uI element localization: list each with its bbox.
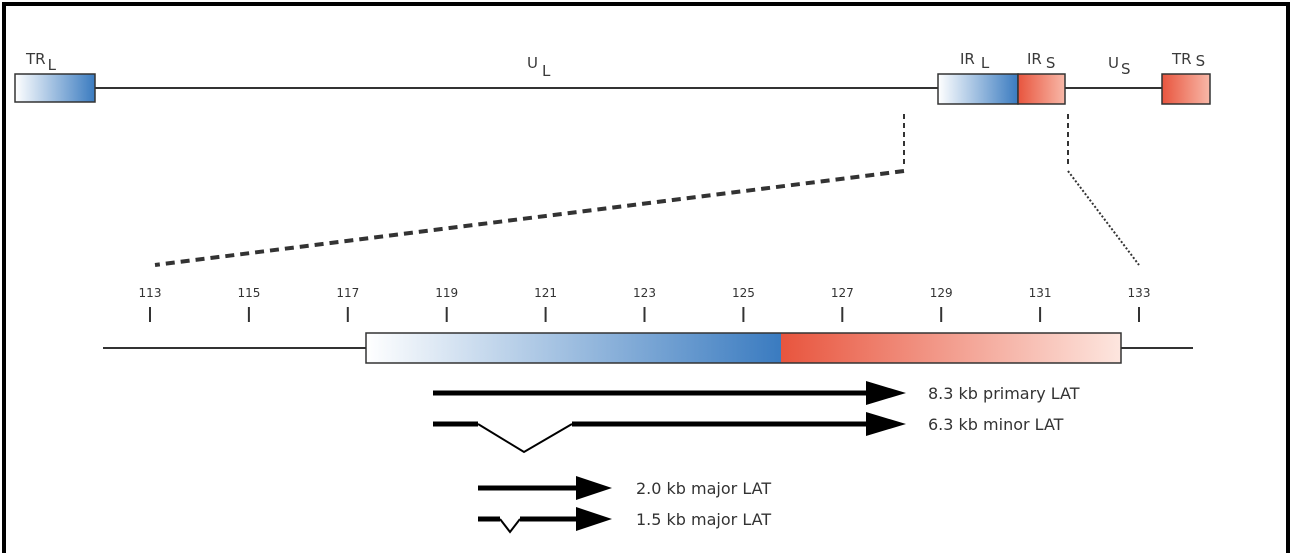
zoom-left-line	[154, 169, 905, 267]
transcript-label-major-2kb: 2.0 kb major LAT	[636, 479, 771, 498]
tick-label-117: 117	[336, 286, 359, 300]
segment-label-trl: TR L	[25, 50, 57, 74]
transcript-intron-major-1-5kb	[499, 518, 521, 534]
expanded-irs-box	[781, 333, 1121, 363]
expanded-irl-box	[366, 333, 781, 363]
tick-label-133: 133	[1128, 286, 1151, 300]
transcript-arrowhead-minor	[866, 412, 906, 436]
tick-label-129: 129	[930, 286, 953, 300]
transcript-arrowhead-major-2kb	[576, 476, 612, 500]
tick-label-125: 125	[732, 286, 755, 300]
transcript-label-primary: 8.3 kb primary LAT	[928, 384, 1080, 403]
transcripts: 8.3 kb primary LAT 6.3 kb minor LAT 2.0 …	[433, 381, 1080, 534]
tick-label-115: 115	[237, 286, 260, 300]
segment-label-irl: IR L	[960, 50, 990, 72]
transcript-label-major-1-5kb: 1.5 kb major LAT	[636, 510, 771, 529]
transcript-label-minor: 6.3 kb minor LAT	[928, 415, 1064, 434]
trs-box	[1161, 73, 1211, 105]
segment-label-trs: TR S	[1171, 50, 1205, 70]
transcript-arrowhead-primary	[866, 381, 906, 405]
transcript-intron-minor	[477, 423, 573, 454]
kb-scale: 113 115 117 119 121 123 125 127 129 131 133	[139, 286, 1151, 322]
irl-box	[937, 73, 1019, 105]
transcript-arrowhead-major-1-5kb	[576, 507, 612, 531]
tick-label-113: 113	[139, 286, 162, 300]
zoom-right-line	[1067, 170, 1140, 266]
tick-label-131: 131	[1029, 286, 1052, 300]
tick-label-123: 123	[633, 286, 656, 300]
zoom-connectors	[154, 114, 1140, 267]
tick-label-119: 119	[435, 286, 458, 300]
irs-box	[1017, 73, 1066, 105]
expanded-box-outline	[365, 332, 1122, 364]
trl-box	[14, 73, 96, 103]
segment-label-irs: IR S	[1027, 50, 1055, 72]
expanded-region	[103, 332, 1193, 364]
tick-label-121: 121	[534, 286, 557, 300]
tick-label-127: 127	[831, 286, 854, 300]
